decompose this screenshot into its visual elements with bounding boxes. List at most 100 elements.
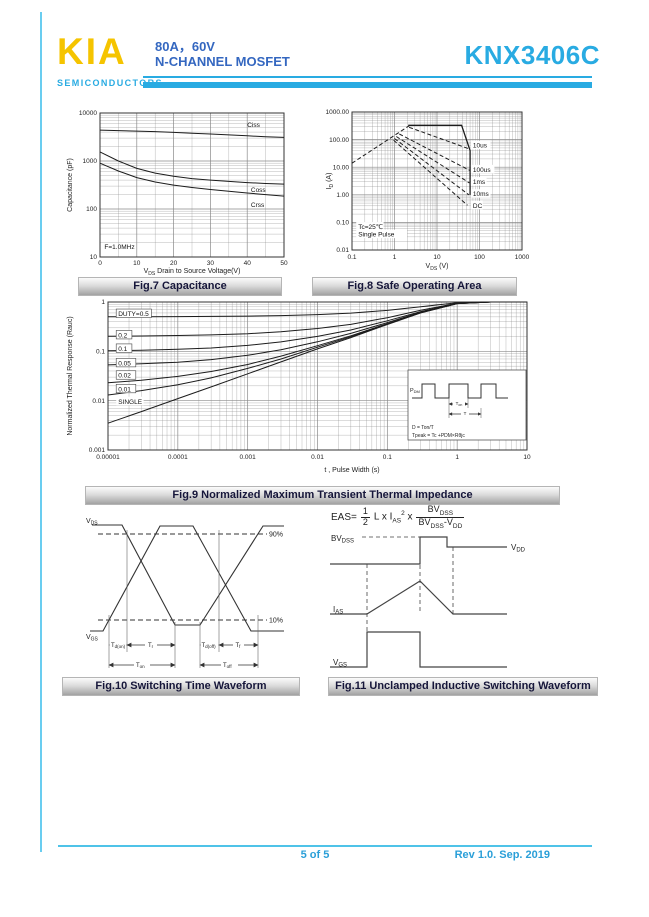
chart-label: Single Pulse	[358, 232, 395, 239]
svg-text:20: 20	[170, 260, 178, 267]
svg-text:10: 10	[133, 260, 141, 267]
svg-text:10000: 10000	[79, 110, 97, 117]
svg-text:50: 50	[280, 260, 288, 267]
series-1ms	[396, 136, 470, 184]
fig10-labels: VDS VGS 90% 10% Td(on) Tr Td(off) Tf Ton…	[86, 518, 283, 670]
svg-text:100: 100	[86, 206, 97, 213]
footer-rule	[58, 845, 592, 847]
vdd-label: VDD	[511, 543, 526, 554]
fig11-dashed-guides	[362, 536, 454, 632]
series-Coss	[99, 151, 285, 185]
fig11-svg: BVDSS VDD IAS VGS	[330, 534, 526, 669]
device-type: N-CHANNEL MOSFET	[155, 54, 290, 69]
logo-subtitle: SEMICONDUCTORS	[57, 78, 163, 88]
svg-text:100: 100	[474, 254, 485, 261]
fig9-inset-pulse-train	[412, 383, 508, 399]
svg-text:10: 10	[523, 454, 531, 461]
svg-text:1000: 1000	[83, 158, 98, 165]
svg-text:1000.00: 1000.00	[326, 109, 350, 116]
header-rule-thin	[143, 76, 592, 78]
fig9-inset-tpeak-formula: Tpeak = Tc +PDM×Rθjc	[412, 433, 465, 439]
chart-label: Coss	[251, 187, 267, 194]
series-10us	[408, 126, 471, 150]
svg-text:1000: 1000	[515, 254, 530, 261]
fig7-plot: 0 10 20 30 40 5010000100010010CissCossCrssF=1…	[79, 110, 288, 267]
svg-text:0.1: 0.1	[347, 254, 356, 261]
fig9-x-axis-label: t , Pulse Width (s)	[324, 467, 379, 474]
svg-text:0.1: 0.1	[383, 454, 392, 461]
part-number: KNX3406C	[464, 40, 600, 70]
svg-text:40: 40	[244, 260, 252, 267]
fig8-x-axis-label: VDS (V)	[426, 263, 449, 272]
device-rating: 80A，60V	[155, 39, 215, 54]
vgs-label-fig11: VGS	[333, 658, 347, 669]
chart-label: 100us	[473, 167, 491, 174]
chart-label: F=1.0MHz	[104, 244, 134, 251]
fig7-capacitance-chart: 0 10 20 30 40 50 10000 1000 100 10 Ciss Coss Crss F=1…	[62, 108, 292, 283]
eas-formula-lhs: EAS=	[331, 511, 357, 523]
svg-text:1: 1	[393, 254, 397, 261]
fig7-caption: Fig.7 Capacitance	[78, 277, 282, 296]
fig7-x-axis-label: VDS Drain to Source Voltage(V)	[144, 268, 241, 277]
svg-text:100.00: 100.00	[329, 137, 349, 144]
fig11-signal-traces	[330, 536, 507, 668]
chart-label: 0.02	[118, 373, 131, 380]
chart-label: Tc=25℃	[358, 223, 383, 231]
svg-text:30: 30	[207, 260, 215, 267]
chart-label: 1ms	[473, 179, 486, 186]
fig8-y-axis-label: ID (A)	[326, 173, 335, 190]
header-rule-thick	[143, 82, 592, 88]
svg-text:0.00001: 0.00001	[96, 454, 120, 461]
kia-logo: KIA	[57, 31, 127, 72]
ton-label: Ton	[136, 663, 145, 669]
fig8-soa-chart: 0.1 1 10 100 1000 1000.00 100.00 10.00 1.00 0.10 0…	[318, 105, 592, 280]
svg-text:0.001: 0.001	[240, 454, 257, 461]
svg-text:0.1: 0.1	[96, 349, 105, 356]
svg-text:0.01: 0.01	[311, 454, 324, 461]
fig7-y-axis-label: Capacitance (pF)	[67, 158, 74, 212]
svg-text:0.01: 0.01	[336, 247, 349, 254]
vgs-label: VGS	[86, 634, 99, 643]
svg-text:0: 0	[98, 260, 102, 267]
chart-label: Ciss	[247, 122, 260, 129]
bvdss-label: BVDSS	[331, 534, 354, 545]
chart-label: DUTY=0.5	[118, 311, 149, 318]
svg-text:0.01: 0.01	[92, 398, 105, 405]
tr-label: Tr	[148, 643, 154, 649]
fig9-thermal-impedance-chart: 0.00001 0.0001 0.001 0.01 0.1 1 10 1 0.1 0.01 0.00…	[62, 296, 602, 487]
series-Ciss	[99, 129, 285, 138]
vgs-pulse-trace	[330, 631, 507, 668]
chart-label: 10us	[473, 143, 488, 150]
fig10-svg: VDS VGS 90% 10% Td(on) Tr Td(off) Tf Ton…	[86, 518, 284, 670]
fig9-inset-pulse-diagram: PDM Ton T D = Ton/T Tpeak = Tc +PDM×Rθjc	[407, 369, 527, 441]
vds-avalanche-trace	[330, 536, 507, 565]
series-current-limit	[408, 124, 471, 195]
ten-percent-label: 10%	[269, 618, 283, 625]
svg-text:0.0001: 0.0001	[168, 454, 188, 461]
page-left-accent-rule	[40, 12, 42, 852]
fig11-labels: BVDSS VDD IAS VGS	[331, 534, 526, 669]
fig10-threshold-lines	[98, 533, 267, 621]
series-10ms	[394, 138, 470, 196]
toff-label: Toff	[223, 663, 232, 669]
ias-trace	[330, 580, 507, 615]
td-off-label: Td(off)	[202, 643, 217, 649]
series-DC	[393, 139, 468, 206]
series-Crss	[99, 162, 285, 197]
chart-label: 0.1	[118, 346, 127, 353]
chart-label: 0.05	[118, 360, 131, 367]
svg-text:1.00: 1.00	[336, 192, 349, 199]
fig11-caption: Fig.11 Unclamped Inductive Switching Wav…	[328, 677, 598, 696]
fig9-inset-duty-formula: D = Ton/T	[412, 425, 434, 431]
fig9-inset-ton-label: Ton	[456, 401, 463, 407]
ias-label: IAS	[333, 605, 343, 616]
chart-label: Crss	[251, 202, 265, 209]
fig9-caption: Fig.9 Normalized Maximum Transient Therm…	[85, 486, 560, 505]
fig9-y-axis-label: Normalized Thermal Response (Rauc)	[67, 316, 74, 435]
fig9-svg: 0.00001 0.0001 0.001 0.01 0.1 1 10 1 0.1 0.01 0.00…	[67, 299, 531, 474]
chart-label: 0.2	[118, 332, 127, 339]
fig11-uis-waveform: BVDSS VDD IAS VGS	[328, 529, 600, 682]
fig10-guide-lines	[108, 530, 259, 668]
fig8-caption: Fig.8 Safe Operating Area	[312, 277, 517, 296]
